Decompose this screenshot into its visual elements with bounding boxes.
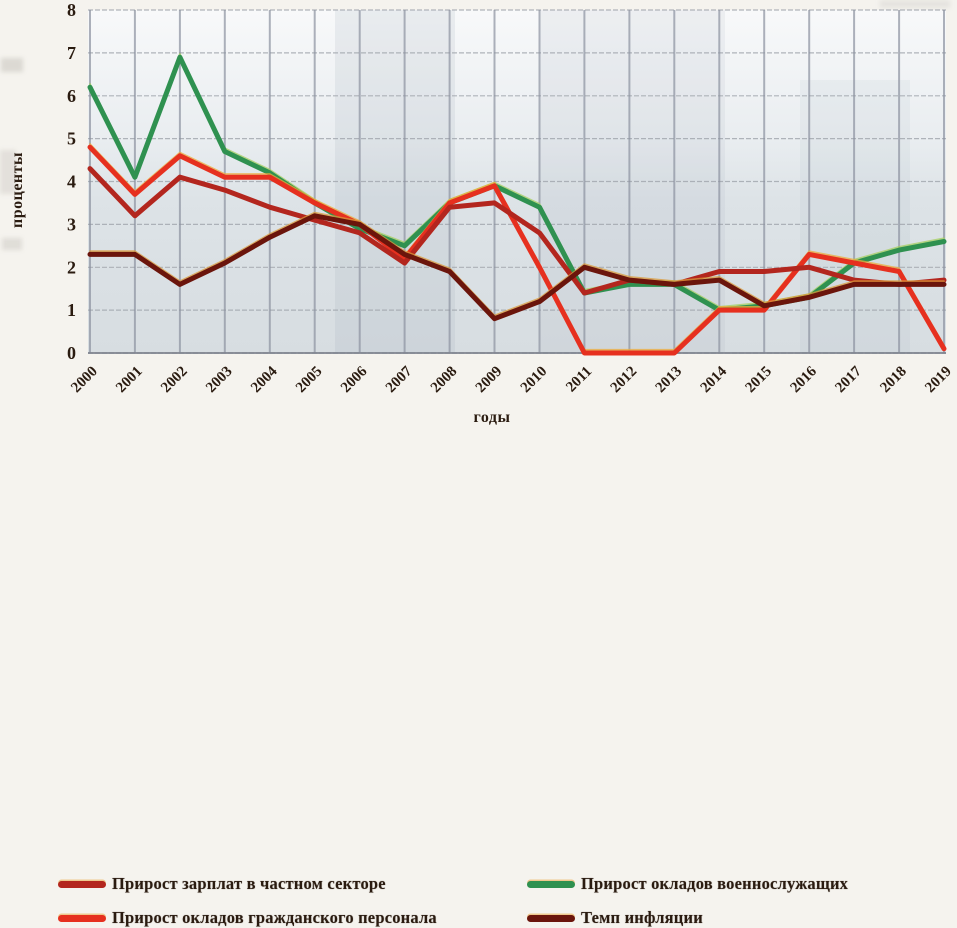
x-tick-label: 2019	[922, 364, 955, 397]
x-tick-label: 2011	[563, 364, 595, 396]
x-tick-label: 2004	[248, 363, 281, 396]
legend-item-civilian-personnel: Прирост окладов гражданского персонала	[58, 908, 437, 928]
series-line-inflation	[87, 213, 947, 322]
x-tick-label: 2001	[113, 364, 146, 397]
chart-legend: Прирост зарплат в частном секторе Прирос…	[0, 432, 957, 927]
legend-label-private-sector: Прирост зарплат в частном секторе	[112, 874, 386, 893]
x-tick-label: 2005	[293, 364, 326, 397]
plot-area: 0 1 2 3 4 5 6 7 8 2000 2001 2002 2003 2004 2005 2006 200…	[9, 0, 955, 426]
legend-label-civilian-personnel: Прирост окладов гражданского персонала	[112, 908, 437, 927]
series-fringe-inflation	[89, 211, 945, 317]
legend-label-inflation: Темп инфляции	[581, 908, 703, 927]
y-tick-label: 8	[67, 0, 76, 20]
legend-label-military: Прирост окладов военнослужащих	[581, 874, 849, 893]
x-tick-label: 2017	[832, 363, 865, 396]
x-tick-label: 2007	[383, 363, 416, 396]
series-line-civilian	[87, 144, 947, 356]
y-axis-title: проценты	[9, 152, 26, 228]
y-tick-label: 2	[67, 257, 76, 277]
x-tick-label: 2000	[68, 364, 101, 397]
y-tick-label: 7	[67, 43, 76, 63]
y-tick-label: 5	[67, 129, 76, 149]
legend-swatch-private-sector	[58, 880, 106, 888]
y-tick-label: 0	[67, 343, 76, 363]
legend-swatch-military	[527, 880, 575, 888]
x-axis-title: годы	[474, 409, 511, 426]
legend-swatch-inflation	[527, 914, 575, 922]
x-tick-label: 2014	[698, 363, 731, 396]
x-tick-label: 2002	[158, 364, 191, 397]
y-tick-label: 6	[67, 86, 76, 106]
legend-swatch-civilian-personnel	[58, 914, 106, 922]
y-tick-label: 4	[67, 172, 76, 192]
x-tick-label: 2012	[608, 364, 641, 397]
x-tick-label: 2003	[203, 364, 236, 397]
x-tick-label: 2013	[653, 364, 686, 397]
x-tick-label: 2006	[338, 363, 371, 396]
x-tick-label: 2008	[428, 364, 461, 397]
x-tick-label: 2016	[788, 363, 821, 396]
y-tick-label: 1	[67, 300, 76, 320]
x-tick-label: 2010	[518, 364, 551, 397]
x-tick-label: 2018	[877, 364, 910, 397]
x-tick-label: 2009	[473, 364, 506, 397]
legend-item-military: Прирост окладов военнослужащих	[527, 874, 848, 894]
x-tick-label: 2015	[743, 364, 776, 397]
series-line-private	[87, 166, 947, 296]
legend-item-inflation: Темп инфляции	[527, 908, 703, 928]
y-tick-label: 3	[67, 214, 76, 234]
legend-item-private-sector: Прирост зарплат в частном секторе	[58, 874, 386, 894]
